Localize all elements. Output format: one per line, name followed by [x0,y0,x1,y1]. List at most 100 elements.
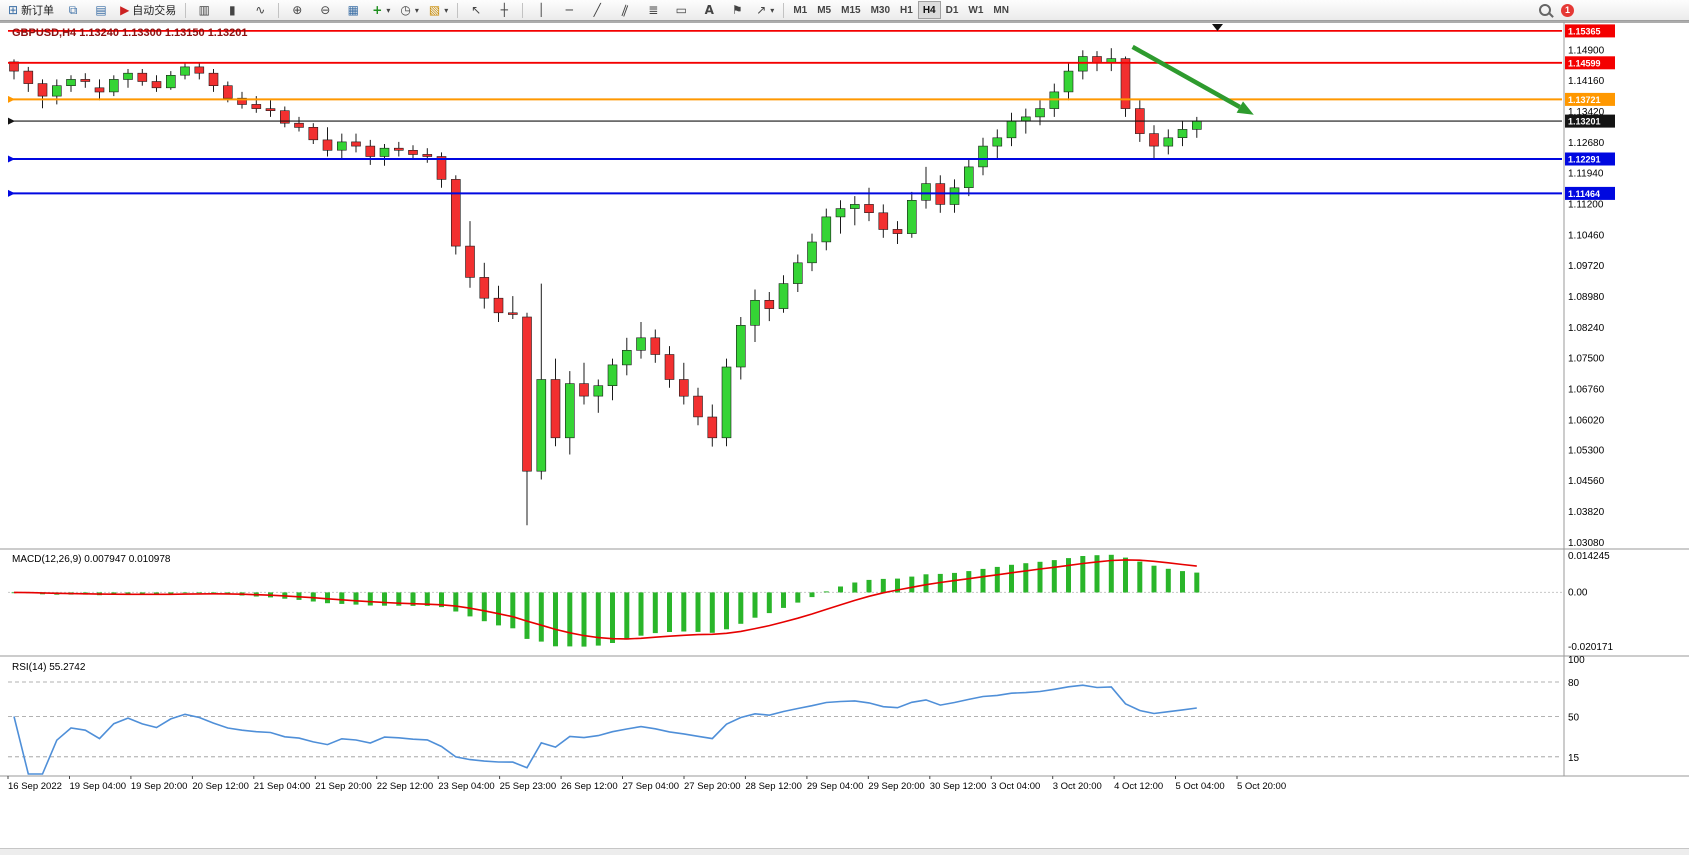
svg-text:30 Sep 12:00: 30 Sep 12:00 [930,781,987,792]
price-tag [1565,114,1615,128]
clock-icon: ◷ [400,3,411,17]
indicators-button[interactable]: + ▾ [368,0,394,20]
crosshair-button[interactable]: ┼ [491,0,517,20]
horizontal-lines[interactable]: 1.15365 1.14599 1.13721 1.13201 1.12291 1.114… [8,24,1615,200]
tab-timeframe-H1[interactable]: H1 [900,4,913,16]
chevron-down-icon: ▾ [386,5,391,15]
svg-text:25 Sep 23:00: 25 Sep 23:00 [500,781,557,792]
vertical-line-button[interactable]: │ [528,0,554,20]
zoom-out-icon: ⊖ [320,3,331,17]
trend-arrow-annotation[interactable] [1131,44,1254,115]
symbol-ohlc-label: GBPUSD,H4 1.13240 1.13300 1.13150 1.1320… [12,27,247,39]
charts-icon: ⧉ [68,3,78,17]
svg-text:100: 100 [1568,655,1585,666]
bar-chart-button[interactable]: ▥ [191,0,217,20]
toolbar-separator [278,2,280,18]
time-axis: 16 Sep 2022 19 Sep 04:00 19 Sep 20:00 20 Se… [7,776,1286,792]
bar-chart-icon: ▥ [198,3,210,17]
horizontal-scrollbar[interactable] [0,848,1689,855]
text-label-button[interactable]: ⚑ [724,0,750,20]
tab-timeframe-M30[interactable]: M30 [870,4,891,16]
price-tag [1565,152,1615,166]
svg-text:20 Sep 12:00: 20 Sep 12:00 [192,781,249,792]
shapes-button[interactable]: ▭ [668,0,694,20]
zoom-in-icon: ⊕ [292,3,303,17]
hline-left-marker [8,155,15,163]
svg-text:1.03820: 1.03820 [1568,507,1605,518]
svg-text:1.10460: 1.10460 [1568,230,1605,241]
hline-left-marker [8,117,15,125]
svg-text:1.11464: 1.11464 [1568,189,1600,199]
candlestick-chart-button[interactable]: ▮ [219,0,245,20]
tab-timeframe-H4[interactable]: H4 [917,1,941,19]
svg-text:1.04560: 1.04560 [1568,476,1605,487]
svg-text:26 Sep 12:00: 26 Sep 12:00 [561,781,618,792]
hline-left-marker [8,189,15,197]
svg-text:21 Sep 04:00: 21 Sep 04:00 [254,781,311,792]
line-chart-button[interactable]: ∿ [247,0,273,20]
rsi-label: RSI(14) 55.2742 [12,662,86,673]
fibonacci-button[interactable]: ≣ [640,0,666,20]
tile-windows-button[interactable]: ▦ [340,0,366,20]
toolbar-separator [185,2,187,18]
new-order-icon: ⊞ [8,3,19,17]
svg-text:1.14900: 1.14900 [1568,45,1605,56]
channel-button[interactable]: ∥ [612,0,638,20]
svg-text:0.014245: 0.014245 [1568,551,1610,562]
autotrading-label: 自动交易 [132,5,177,17]
tab-timeframe-M1[interactable]: M1 [793,4,808,16]
toolbar: ⊞ 新订单 ⧉ ▤ ▶ 自动交易 ▥ ▮ ∿ ⊕ ⊖ ▦ + ▾ ◷ ▾ ▧ ▾ ↖ … [0,0,1689,21]
svg-text:28 Sep 12:00: 28 Sep 12:00 [745,781,802,792]
svg-text:29 Sep 04:00: 29 Sep 04:00 [807,781,864,792]
tab-timeframe-W1[interactable]: W1 [968,4,984,16]
data-window-button[interactable]: ▤ [88,0,114,20]
price-tag [1565,186,1615,200]
new-order-button[interactable]: ⊞ 新订单 [4,0,58,20]
svg-text:27 Sep 04:00: 27 Sep 04:00 [623,781,680,792]
svg-text:27 Sep 20:00: 27 Sep 20:00 [684,781,741,792]
svg-text:4 Oct 12:00: 4 Oct 12:00 [1114,781,1163,792]
tile-windows-icon: ▦ [347,3,359,17]
horizontal-line-button[interactable]: ─ [556,0,582,20]
time-marker-triangle [1212,24,1223,31]
trendline-button[interactable]: ╱ [584,0,610,20]
svg-text:21 Sep 20:00: 21 Sep 20:00 [315,781,372,792]
tab-timeframe-M15[interactable]: M15 [841,4,861,16]
notification-badge[interactable]: 1 [1561,3,1574,17]
text-icon: A [704,3,714,17]
rsi-panel: RSI(14) 55.2742 100 80 50 15 [8,655,1585,775]
trendline-icon: ╱ [593,3,601,17]
tab-timeframe-D1[interactable]: D1 [945,4,959,16]
svg-text:1.08240: 1.08240 [1568,323,1605,334]
autotrading-button[interactable]: ▶ 自动交易 [116,0,180,20]
candles-layer [9,48,1202,526]
templates-button[interactable]: ▧ ▾ [425,0,452,20]
svg-text:1.05300: 1.05300 [1568,445,1605,456]
svg-text:50: 50 [1568,713,1580,724]
periods-button[interactable]: ◷ ▾ [396,0,423,20]
zoom-out-button[interactable]: ⊖ [312,0,338,20]
svg-text:1.11200: 1.11200 [1568,199,1604,210]
chevron-down-icon: ▾ [444,5,449,15]
zoom-in-button[interactable]: ⊕ [284,0,310,20]
search-button[interactable] [1534,0,1560,20]
svg-text:1.06760: 1.06760 [1568,385,1605,396]
vertical-line-icon: │ [537,3,545,17]
svg-text:19 Sep 04:00: 19 Sep 04:00 [70,781,127,792]
cursor-button[interactable]: ↖ [463,0,489,20]
search-icon [1539,4,1551,16]
charts-button[interactable]: ⧉ [60,0,86,20]
tab-timeframe-M5[interactable]: M5 [817,4,832,16]
svg-text:23 Sep 04:00: 23 Sep 04:00 [438,781,495,792]
toolbar-separator [783,2,785,18]
svg-text:5 Oct 20:00: 5 Oct 20:00 [1237,781,1286,792]
price-tag [1565,24,1615,38]
svg-text:3 Oct 04:00: 3 Oct 04:00 [991,781,1040,792]
svg-text:1.08980: 1.08980 [1568,292,1605,303]
rsi-line [13,684,1197,775]
tab-timeframe-MN[interactable]: MN [993,4,1009,16]
arrows-button[interactable]: ↗ ▾ [752,0,778,20]
svg-text:5 Oct 04:00: 5 Oct 04:00 [1176,781,1225,792]
text-button[interactable]: A [696,0,722,20]
